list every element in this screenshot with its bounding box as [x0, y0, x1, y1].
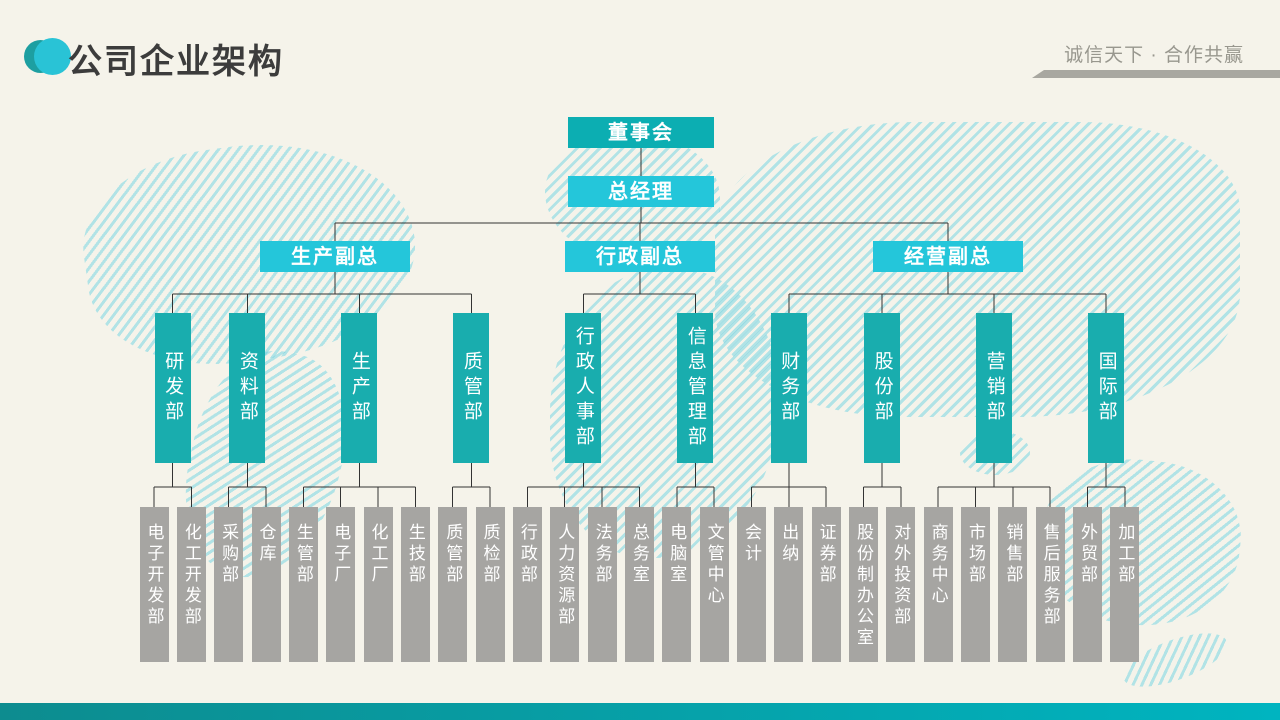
leaf-node-label: 质管部 [443, 523, 463, 586]
bullet-bright-circle-icon [34, 38, 71, 75]
dept-node: 资料部 [229, 313, 266, 463]
dept-node-label: 财务部 [778, 350, 800, 426]
leaf-node: 化工开发部 [176, 507, 206, 662]
leaf-node: 生管部 [288, 507, 318, 662]
footer-bar [0, 703, 1280, 720]
leaf-node-label: 总务室 [629, 523, 649, 586]
header: 公司企业架构 诚信天下 · 合作共赢 [0, 0, 1280, 90]
leaf-node: 仓库 [251, 507, 281, 662]
leaf-node-label: 电子厂 [331, 523, 351, 586]
leaf-node: 售后服务部 [1035, 507, 1065, 662]
leaf-node-label: 销售部 [1003, 523, 1023, 586]
leaf-node: 出纳 [774, 507, 804, 662]
leaf-node: 电子开发部 [139, 507, 169, 662]
dept-node: 股份部 [864, 313, 901, 463]
leaf-node: 证券部 [811, 507, 841, 662]
leaf-node-label: 化工厂 [368, 523, 388, 586]
leaf-node: 电子厂 [326, 507, 356, 662]
leaf-node: 法务部 [587, 507, 617, 662]
dept-node-label: 生产部 [348, 350, 370, 426]
leaf-node: 文管中心 [699, 507, 729, 662]
general-manager-node: 总经理 [568, 176, 714, 207]
vp-node-label: 行政副总 [596, 245, 684, 268]
dept-node-label: 国际部 [1095, 350, 1117, 426]
vp-node-label: 经营副总 [904, 245, 992, 268]
leaf-node-label: 加工部 [1115, 523, 1135, 586]
board-node-label: 董事会 [608, 121, 674, 144]
dept-node: 财务部 [770, 313, 807, 463]
leaf-node: 质检部 [475, 507, 505, 662]
leaf-node: 对外投资部 [886, 507, 916, 662]
leaf-node: 会计 [736, 507, 766, 662]
leaf-node: 采购部 [214, 507, 244, 662]
dept-node: 行政人事部 [565, 313, 602, 463]
leaf-node: 总务室 [624, 507, 654, 662]
leaf-node-label: 会计 [741, 523, 761, 565]
leaf-node-label: 证券部 [816, 523, 836, 586]
leaf-node-label: 商务中心 [928, 523, 948, 607]
leaf-node-label: 生技部 [405, 523, 425, 586]
leaf-node-label: 出纳 [779, 523, 799, 565]
dept-node-label: 营销部 [983, 350, 1005, 426]
title-bullet-icon [24, 38, 71, 75]
leaf-node: 人力资源部 [550, 507, 580, 662]
leaf-node-label: 法务部 [592, 523, 612, 586]
vp-node: 经营副总 [873, 241, 1023, 272]
leaf-node-label: 生管部 [293, 523, 313, 586]
leaf-node: 市场部 [960, 507, 990, 662]
dept-node-label: 行政人事部 [572, 325, 594, 451]
dept-node: 信息管理部 [677, 313, 714, 463]
dept-node: 生产部 [341, 313, 378, 463]
leaf-node-label: 外贸部 [1078, 523, 1097, 586]
leaf-node-label: 电脑室 [667, 523, 687, 586]
leaf-node: 商务中心 [923, 507, 953, 662]
leaf-node-label: 售后服务部 [1040, 523, 1060, 628]
leaf-node-label: 化工开发部 [181, 523, 201, 628]
header-slogan-underline [1032, 70, 1280, 78]
leaf-node: 电脑室 [662, 507, 692, 662]
leaf-node-label: 质检部 [480, 523, 500, 586]
header-slogan: 诚信天下 · 合作共赢 [1064, 45, 1244, 66]
leaf-node: 行政部 [512, 507, 542, 662]
leaf-node-label: 市场部 [965, 523, 985, 586]
dept-node-label: 研发部 [162, 350, 184, 426]
leaf-node-label: 对外投资部 [891, 523, 911, 628]
vp-node: 行政副总 [565, 241, 715, 272]
vp-node: 生产副总 [260, 241, 410, 272]
dept-node: 国际部 [1088, 313, 1125, 463]
leaf-node: 生技部 [400, 507, 430, 662]
leaf-node-label: 文管中心 [704, 523, 724, 607]
page-title: 公司企业架构 [68, 43, 284, 81]
dept-node-label: 股份部 [871, 350, 893, 426]
leaf-node: 销售部 [998, 507, 1028, 662]
board-node: 董事会 [568, 117, 714, 148]
general-manager-node-label: 总经理 [608, 180, 674, 203]
dept-node-label: 质管部 [460, 350, 482, 426]
leaf-node: 外贸部 [1073, 507, 1102, 662]
leaf-node: 股份制办公室 [848, 507, 878, 662]
vp-node-label: 生产副总 [291, 245, 379, 268]
leaf-node: 加工部 [1110, 507, 1140, 662]
dept-node: 质管部 [453, 313, 490, 463]
dept-node-label: 资料部 [236, 350, 258, 426]
leaf-node: 化工厂 [363, 507, 393, 662]
dept-node: 研发部 [154, 313, 191, 463]
dept-node-label: 信息管理部 [684, 325, 706, 451]
dept-node: 营销部 [976, 313, 1013, 463]
leaf-node-label: 人力资源部 [555, 523, 575, 628]
leaf-node-label: 行政部 [517, 523, 537, 586]
leaf-node-label: 仓库 [256, 523, 276, 565]
leaf-node-label: 电子开发部 [144, 523, 164, 628]
leaf-node-label: 股份制办公室 [853, 523, 873, 649]
leaf-node: 质管部 [438, 507, 468, 662]
leaf-node-label: 采购部 [219, 523, 239, 586]
